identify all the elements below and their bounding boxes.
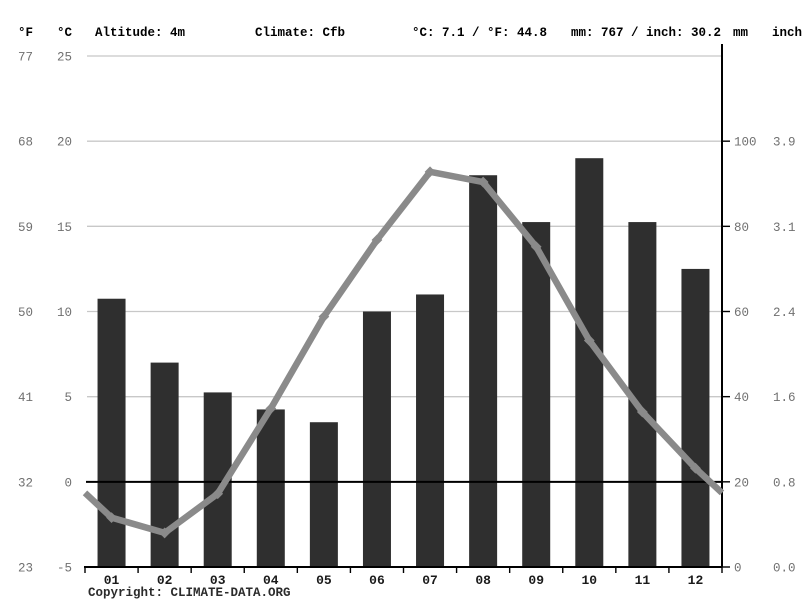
- temperature-marker-01: [106, 512, 117, 524]
- bar-month-05: [309, 422, 338, 567]
- inch-tick-1.6: 1.6: [773, 391, 796, 405]
- mm-tick-20: 20: [734, 476, 749, 490]
- inch-tick-3.1: 3.1: [773, 221, 796, 235]
- bar-month-09: [522, 222, 551, 567]
- mm-unit-label: mm: [733, 26, 749, 40]
- month-label-12: 12: [688, 573, 704, 588]
- c-tick--5: -5: [57, 562, 72, 576]
- month-label-01: 01: [104, 573, 120, 588]
- month-label-08: 08: [475, 573, 491, 588]
- fahrenheit-unit-label: °F: [17, 26, 33, 40]
- month-label-02: 02: [157, 573, 173, 588]
- bar-month-08: [469, 175, 498, 567]
- mm-tick-100: 100: [734, 136, 757, 150]
- temperature-marker-07: [424, 166, 436, 178]
- c-tick-25: 25: [57, 51, 72, 65]
- month-label-09: 09: [528, 573, 544, 588]
- inch-tick-3.9: 3.9: [773, 136, 796, 150]
- c-tick-10: 10: [57, 306, 72, 320]
- month-label-11: 11: [635, 573, 651, 588]
- bar-month-04: [256, 409, 285, 567]
- inch-tick-2.4: 2.4: [773, 306, 796, 320]
- copyright-notice: Copyright: CLIMATE-DATA.ORG: [88, 586, 291, 600]
- annual-precipitation-label: mm: 767 / inch: 30.2: [571, 26, 722, 40]
- f-tick-59: 59: [18, 221, 33, 235]
- c-tick-0: 0: [64, 476, 72, 490]
- mm-tick-80: 80: [734, 221, 749, 235]
- c-tick-5: 5: [64, 391, 72, 405]
- f-tick-23: 23: [18, 562, 33, 576]
- temperature-marker-03: [212, 488, 224, 500]
- inch-unit-label: inch: [772, 26, 803, 40]
- f-tick-32: 32: [18, 476, 33, 490]
- mm-tick-0: 0: [734, 562, 742, 576]
- inch-tick-0.8: 0.8: [773, 476, 796, 490]
- month-label-10: 10: [581, 573, 597, 588]
- temperature-marker-12: [690, 462, 701, 474]
- bar-month-01: [97, 298, 126, 567]
- temperature-marker-06: [371, 234, 383, 246]
- f-tick-50: 50: [18, 306, 33, 320]
- temperature-marker-04: [265, 403, 277, 414]
- f-tick-77: 77: [18, 51, 33, 65]
- month-label-06: 06: [369, 573, 385, 588]
- temperature-marker-05: [318, 311, 330, 323]
- temperature-marker-09: [530, 241, 542, 253]
- bar-month-10: [575, 158, 604, 567]
- temperature-marker-08: [477, 176, 489, 188]
- month-label-04: 04: [263, 573, 279, 588]
- mm-tick-60: 60: [734, 306, 749, 320]
- celsius-unit-label: °C: [56, 26, 72, 40]
- bar-month-06: [362, 311, 391, 567]
- annual-temperature-label: °C: 7.1 / °F: 44.8: [412, 26, 548, 40]
- temperature-line: [82, 168, 725, 537]
- month-label-05: 05: [316, 573, 332, 588]
- temperature-marker-10: [583, 335, 595, 346]
- month-label-03: 03: [210, 573, 226, 588]
- f-tick-41: 41: [18, 391, 33, 405]
- c-tick-15: 15: [57, 221, 72, 235]
- month-label-07: 07: [422, 573, 438, 588]
- inch-tick-0.0: 0.0: [773, 562, 796, 576]
- bar-month-12: [681, 268, 710, 567]
- temperature-marker-02: [159, 527, 171, 539]
- temperature-marker-11: [636, 406, 648, 418]
- climate-classification-label: Climate: Cfb: [255, 26, 346, 40]
- mm-tick-40: 40: [734, 391, 749, 405]
- altitude-label: Altitude: 4m: [95, 26, 186, 40]
- f-tick-68: 68: [18, 136, 33, 150]
- c-tick-20: 20: [57, 136, 72, 150]
- bar-month-07: [416, 294, 445, 567]
